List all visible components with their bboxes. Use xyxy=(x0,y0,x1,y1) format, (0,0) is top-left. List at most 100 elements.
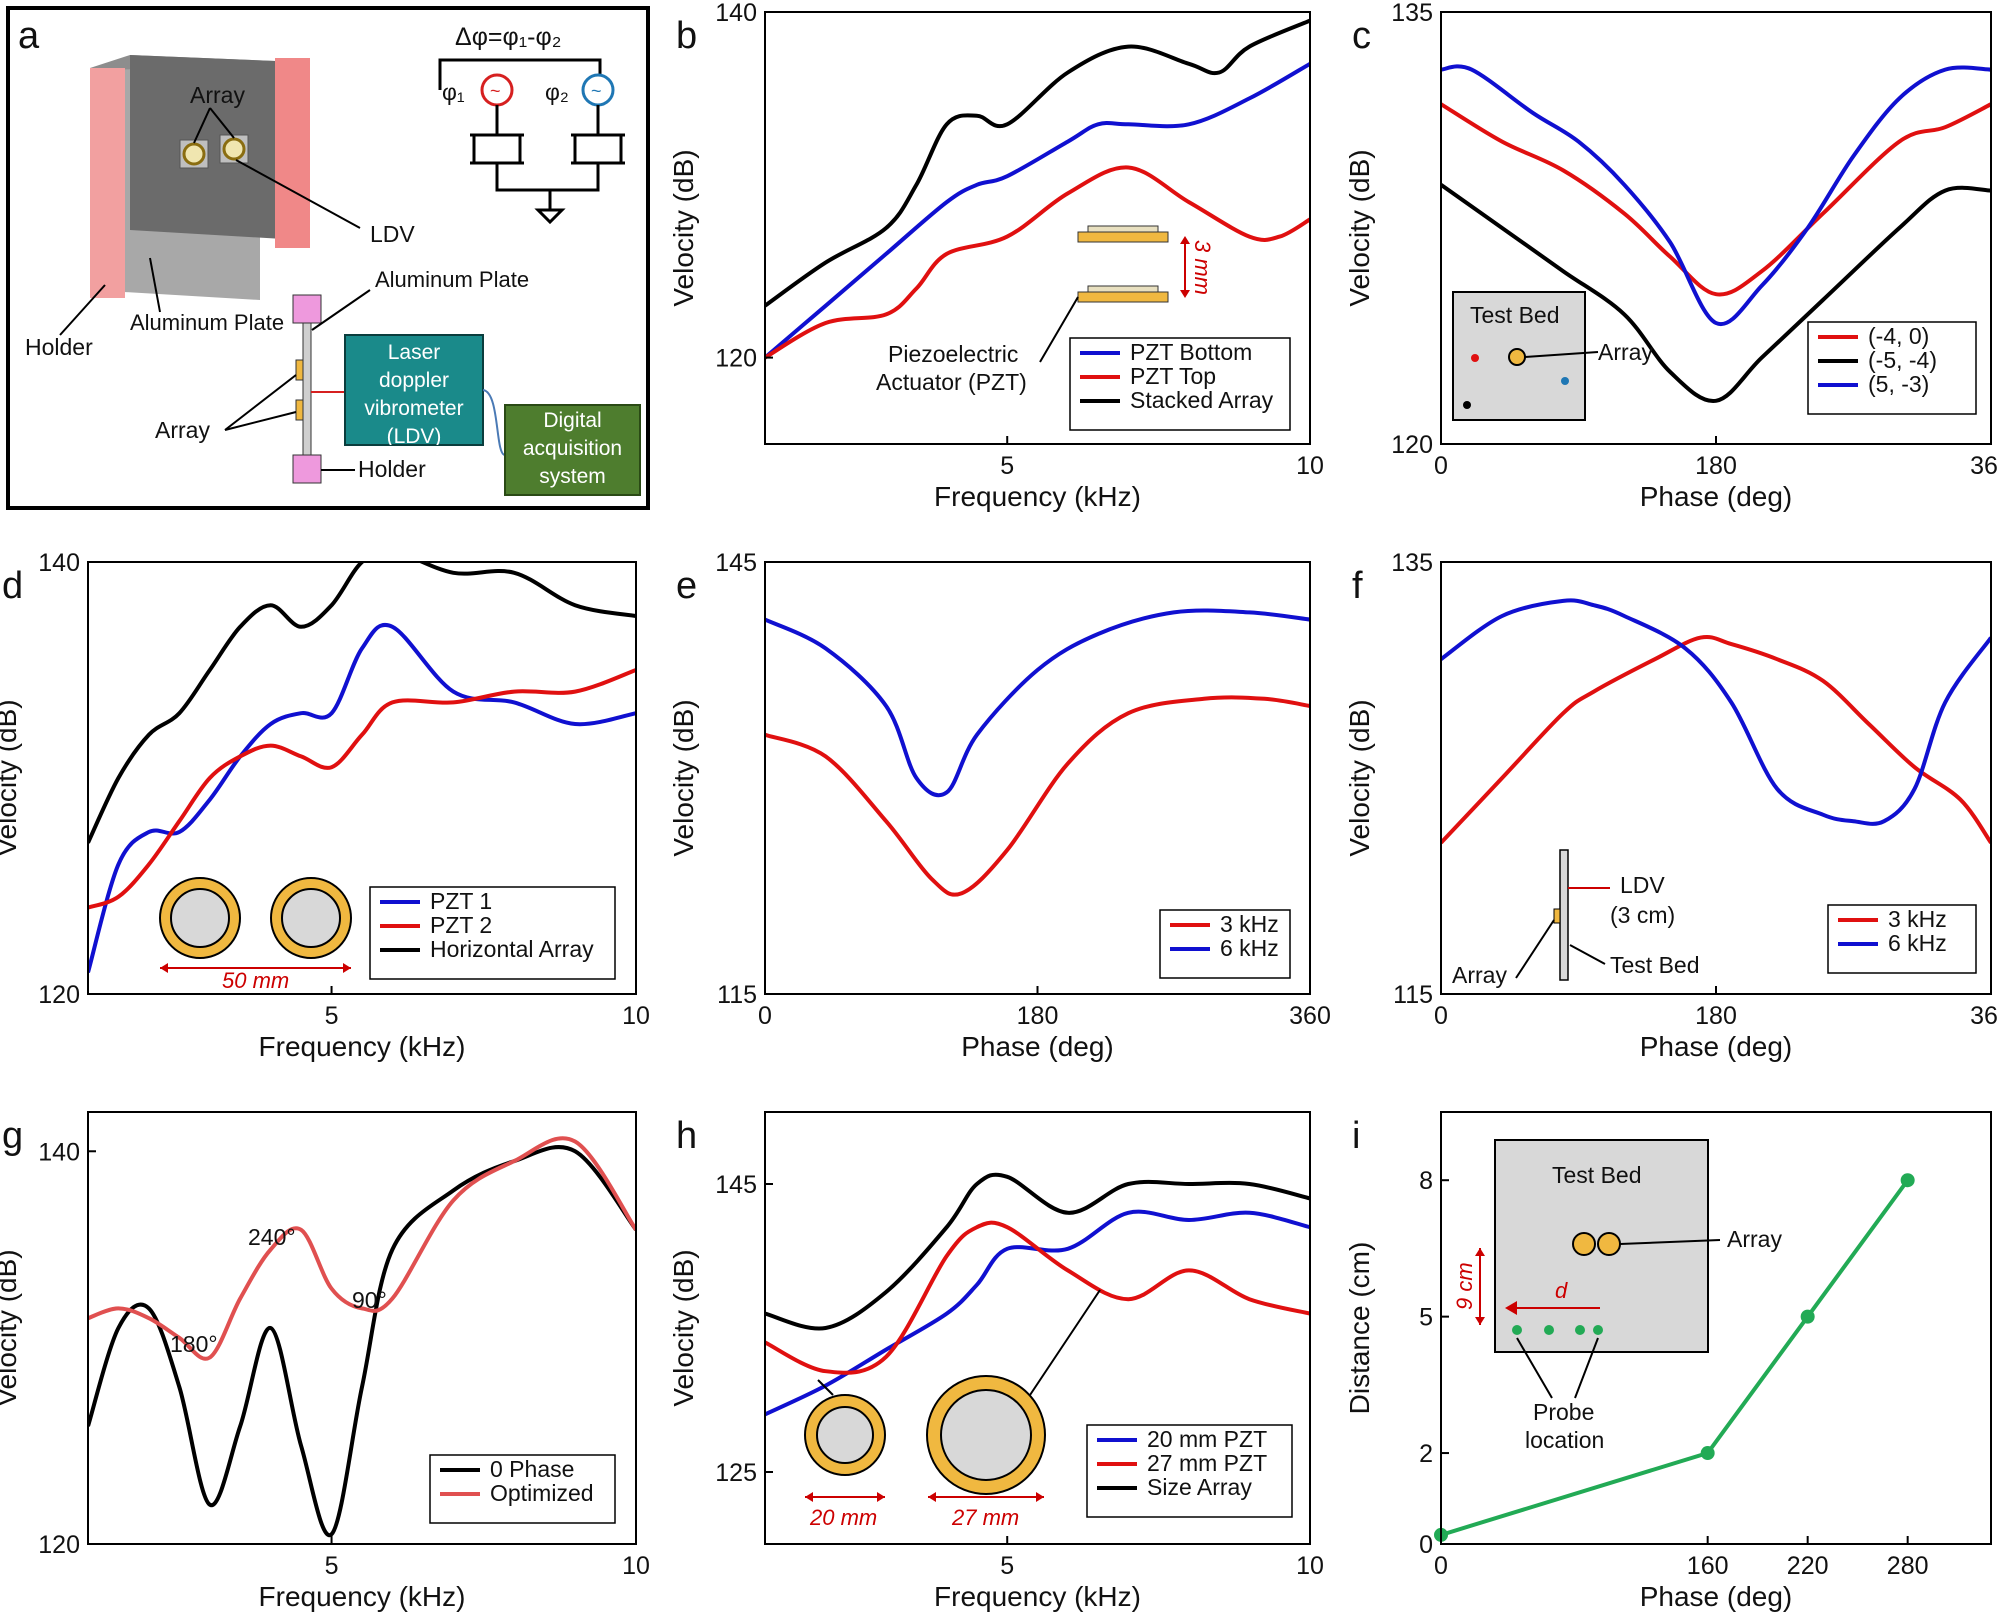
chart-f-ytick-0: 115 xyxy=(1393,981,1433,1009)
chart-c-xtick-2: 360 xyxy=(1970,452,1999,480)
chart-c: 0 180 360 120 135 Phase (deg) Velocity (dB) (-4… xyxy=(1344,0,1999,512)
chart-d-ytick-0: 120 xyxy=(38,981,80,1009)
array-pzt-2-icon xyxy=(222,137,246,161)
panel-letter-e: e xyxy=(676,565,697,607)
chart-f-ytick-1: 135 xyxy=(1391,549,1433,577)
chart-g-xlabel: Frequency (kHz) xyxy=(259,1581,466,1612)
chart-d-series-2 xyxy=(88,562,636,844)
g-label-180: 180° xyxy=(170,1331,218,1357)
chart-i-point-2 xyxy=(1800,1309,1815,1324)
chart-c-legend-label-1: (-5, -4) xyxy=(1868,347,1937,373)
chart-d-legend-label-0: PZT 1 xyxy=(430,888,492,914)
panel-letter-h: h xyxy=(676,1115,697,1157)
chart-b-xtick-1: 10 xyxy=(1296,452,1324,480)
aluminum-plate-label-left: Aluminum Plate xyxy=(130,310,284,335)
phase-equation: Δφ=φ₁-φ₂ xyxy=(455,23,561,51)
chart-e-series-0 xyxy=(765,695,1310,897)
chart-b-series-2 xyxy=(765,18,1310,308)
chart-h-xtick-0: 5 xyxy=(1000,1552,1014,1580)
chart-g-ylabel: Velocity (dB) xyxy=(0,1249,22,1406)
chart-e-legend-label-1: 6 kHz xyxy=(1220,935,1279,961)
chart-b-legend-label-2: Stacked Array xyxy=(1130,387,1274,413)
daq-box xyxy=(504,404,641,496)
i-inset-probe-line2: location xyxy=(1525,1427,1604,1453)
chart-g-xtick-0: 5 xyxy=(325,1552,339,1580)
chart-c-legend-label-2: (5, -3) xyxy=(1868,371,1929,397)
chart-h-frame xyxy=(764,1111,1311,1545)
chart-f-legend xyxy=(1827,904,1977,974)
chart-g-ytick-1: 140 xyxy=(38,1138,80,1166)
panel-letter-f: f xyxy=(1352,565,1363,607)
b-inset-dim: 3 mm xyxy=(1190,240,1215,295)
chart-g-legend xyxy=(429,1454,616,1524)
holder-bottom-block xyxy=(292,454,322,484)
c-inset-title: Test Bed xyxy=(1470,302,1560,328)
chart-c-xlabel: Phase (deg) xyxy=(1640,481,1793,512)
chart-f-series-0 xyxy=(1441,635,1991,845)
chart-i-ytick-0: 0 xyxy=(1419,1531,1433,1559)
ldv-box xyxy=(344,334,484,446)
chart-h-xtick-1: 10 xyxy=(1296,1552,1324,1580)
b-inset-label-line2: Actuator (PZT) xyxy=(876,369,1027,395)
chart-e-ytick-0: 115 xyxy=(717,981,757,1009)
chart-i-xlabel: Phase (deg) xyxy=(1640,1581,1793,1612)
chart-h-legend-label-1: 27 mm PZT xyxy=(1147,1450,1267,1476)
chart-i-ytick-2: 5 xyxy=(1419,1304,1433,1332)
array-pzt-1-icon xyxy=(182,142,206,166)
chart-h-ytick-0: 125 xyxy=(715,1459,757,1487)
chart-i-ylabel: Distance (cm) xyxy=(1344,1242,1375,1415)
chart-f-series-1 xyxy=(1441,598,1991,826)
chart-e-ytick-1: 145 xyxy=(715,549,757,577)
panel-c-inset: Test Bed Array xyxy=(1452,291,1653,421)
chart-b-xtick-0: 5 xyxy=(1000,452,1014,480)
array-side-1 xyxy=(295,359,304,381)
chart-e-xtick-1: 180 xyxy=(1017,1002,1059,1030)
chart-c-xtick-1: 180 xyxy=(1695,452,1737,480)
chart-f-legend-label-1: 6 kHz xyxy=(1888,930,1947,956)
chart-d-ytick-1: 140 xyxy=(38,549,80,577)
panel-a: a Array LDV Holder Aluminum Plate Δφ=φ₁-… xyxy=(6,6,650,510)
chart-g-frame xyxy=(87,1111,637,1545)
chart-d-series-1 xyxy=(88,668,636,910)
chart-i-point-1 xyxy=(1700,1446,1715,1461)
aluminum-plate-label-right: Aluminum Plate xyxy=(375,267,529,292)
holder-label: Holder xyxy=(25,334,93,360)
chart-c-ytick-1: 135 xyxy=(1391,0,1433,27)
chart-e: 0 180 360 115 145 Phase (deg) Velocity (dB) 3 k… xyxy=(668,549,1331,1062)
c-inset-array: Array xyxy=(1598,339,1653,365)
chart-f-xlabel: Phase (deg) xyxy=(1640,1031,1793,1062)
chart-h-series-2 xyxy=(765,1172,1310,1331)
chart-b-ytick-1: 140 xyxy=(715,0,757,27)
array-label-top: Array xyxy=(190,82,245,108)
chart-c-ytick-0: 120 xyxy=(1391,431,1433,459)
f-inset-testbed: Test Bed xyxy=(1610,952,1700,978)
chart-f-xtick-1: 180 xyxy=(1695,1002,1737,1030)
chart-g: 5 10 120 140 Frequency (kHz) Velocity (dB) 0 P… xyxy=(0,1111,650,1612)
chart-b-legend-label-1: PZT Top xyxy=(1130,363,1216,389)
chart-e-legend xyxy=(1159,909,1291,979)
chart-f-xtick-0: 0 xyxy=(1434,1002,1448,1030)
chart-i-xtick-3: 280 xyxy=(1887,1552,1929,1580)
chart-g-xtick-1: 10 xyxy=(622,1552,650,1580)
holder-top-block xyxy=(292,294,322,324)
panel-letter-i: i xyxy=(1352,1115,1360,1157)
chart-c-legend-label-0: (-4, 0) xyxy=(1868,323,1929,349)
chart-i-xtick-1: 160 xyxy=(1687,1552,1729,1580)
chart-b-series-0 xyxy=(765,62,1310,360)
chart-h: 5 10 125 145 Frequency (kHz) Velocity (dB) 20 … xyxy=(668,1111,1324,1612)
chart-b-ytick-0: 120 xyxy=(715,345,757,373)
chart-e-xtick-2: 360 xyxy=(1289,1002,1331,1030)
chart-c-series-0 xyxy=(1441,102,1991,297)
plate-side-view xyxy=(302,322,312,456)
chart-h-legend-label-2: Size Array xyxy=(1147,1474,1252,1500)
pzt-capacitor-2-icon xyxy=(573,133,623,165)
f-inset-ldv-line1: LDV xyxy=(1620,872,1665,898)
holder-label-bottom: Holder xyxy=(358,456,426,482)
ldv-label: LDV xyxy=(370,221,415,247)
panel-b-inset: 3 mm Piezoelectric Actuator (PZT) xyxy=(876,225,1215,395)
chart-d-xlabel: Frequency (kHz) xyxy=(259,1031,466,1062)
panel-letter-g: g xyxy=(2,1115,23,1157)
holder-left xyxy=(90,68,125,298)
h-inset-dim2: 27 mm xyxy=(951,1505,1019,1530)
